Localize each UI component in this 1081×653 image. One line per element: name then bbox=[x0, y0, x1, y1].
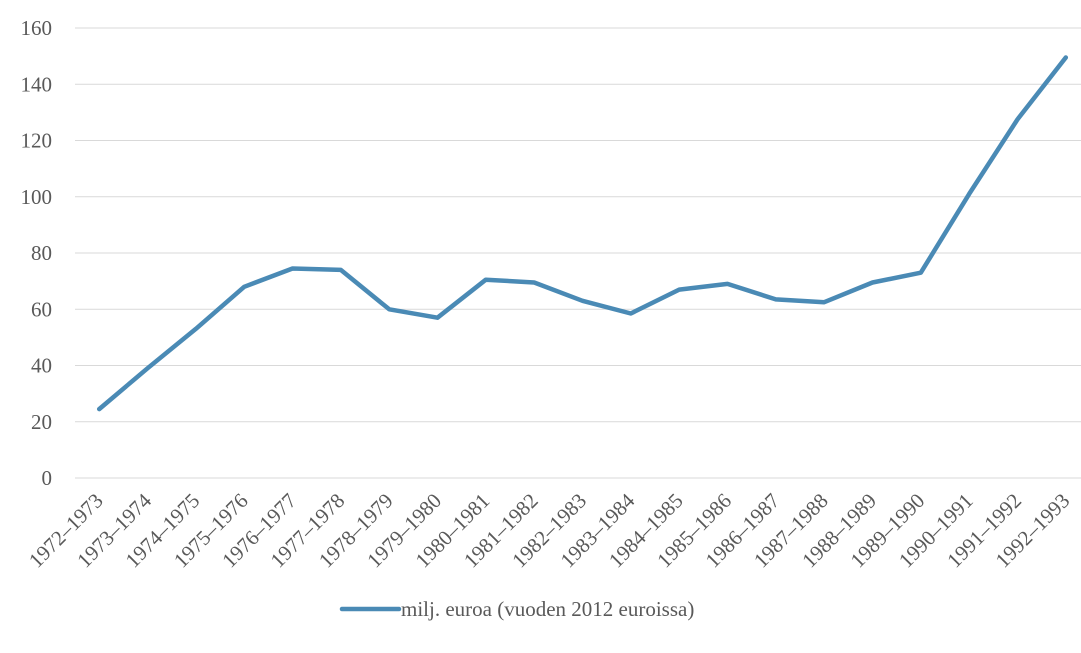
y-tick-label: 40 bbox=[31, 354, 52, 378]
y-tick-label: 80 bbox=[31, 241, 52, 265]
series-line bbox=[96, 55, 1069, 412]
x-axis-ticks: 1972–19731973–19741974–19751975–19761976… bbox=[24, 488, 1074, 572]
y-tick-label: 140 bbox=[21, 72, 53, 96]
y-tick-label: 60 bbox=[31, 297, 52, 321]
series-layer bbox=[96, 55, 1069, 412]
y-tick-label: 160 bbox=[21, 16, 53, 40]
legend: milj. euroa (vuoden 2012 euroissa) bbox=[339, 597, 694, 621]
legend-label: milj. euroa (vuoden 2012 euroissa) bbox=[401, 597, 694, 621]
y-tick-label: 0 bbox=[42, 466, 53, 490]
y-axis-ticks: 0 20 40 60 80 100 120 140 160 bbox=[21, 16, 53, 490]
y-tick-label: 120 bbox=[21, 129, 53, 153]
y-tick-label: 100 bbox=[21, 185, 53, 209]
y-tick-label: 20 bbox=[31, 410, 52, 434]
gridlines bbox=[75, 27, 1081, 479]
